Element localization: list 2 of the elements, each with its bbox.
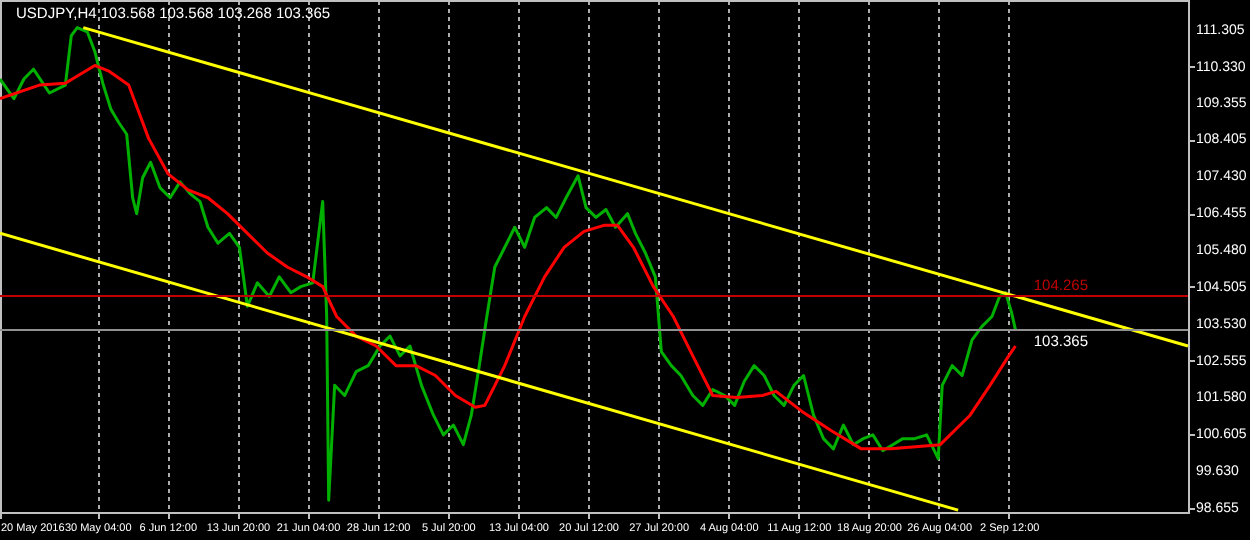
line-series — [0, 26, 1017, 502]
line-series — [0, 63, 1017, 451]
